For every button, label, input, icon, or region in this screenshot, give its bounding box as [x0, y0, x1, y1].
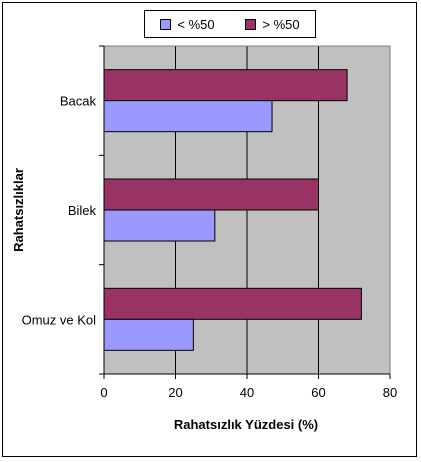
bar-below-50-0: [103, 318, 194, 351]
y-tick-label: Bilek: [68, 203, 97, 218]
x-tick-label: 60: [311, 385, 325, 400]
x-tick-label: 0: [100, 385, 107, 400]
legend-label-above-50: > %50: [262, 16, 300, 32]
x-axis-title: Rahatsızlık Yüzdesi (%): [174, 417, 318, 432]
bar-above-50-0: [103, 287, 362, 320]
bars: [103, 69, 362, 351]
legend-swatch-below-50: [160, 18, 172, 30]
legend: < %50 > %50: [144, 10, 316, 38]
bar-above-50-2: [103, 69, 348, 102]
y-tick-label: Omuz ve Kol: [22, 312, 97, 327]
bar-below-50-1: [103, 209, 216, 242]
y-tick-label: Bacak: [60, 94, 97, 109]
x-tick-label: 40: [240, 385, 254, 400]
x-tick-label: 20: [168, 385, 182, 400]
legend-swatch-above-50: [245, 18, 257, 30]
bar-below-50-2: [103, 100, 273, 133]
y-axis-title: Rahatsızlıklar: [11, 168, 26, 252]
bar-above-50-1: [103, 178, 319, 211]
x-tick-label: 80: [383, 385, 397, 400]
axes: 0 20 40 60 80 Omuz ve Kol Bilek Bacak: [22, 45, 397, 400]
legend-item-above-50: > %50: [245, 16, 300, 32]
legend-label-below-50: < %50: [177, 16, 215, 32]
legend-item-below-50: < %50: [160, 16, 215, 32]
